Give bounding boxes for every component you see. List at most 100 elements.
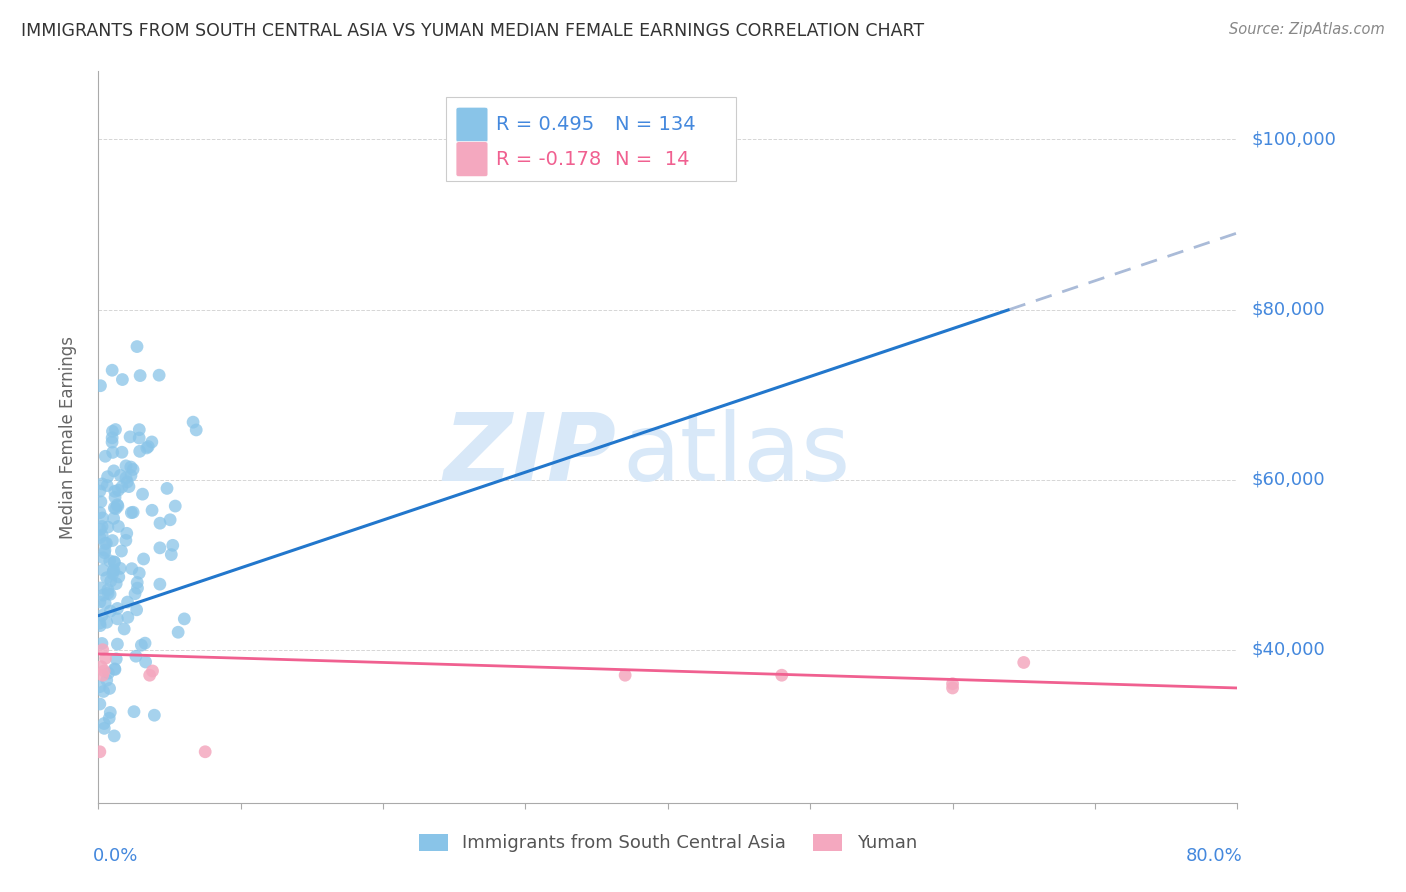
- Point: [186, 423, 208, 437]
- Point: [91, 588, 114, 602]
- Point: [120, 460, 142, 475]
- Point: [103, 555, 125, 569]
- Point: [89, 680, 111, 694]
- Point: [111, 372, 134, 386]
- Point: [104, 484, 127, 499]
- Point: [614, 668, 637, 682]
- Point: [107, 637, 129, 651]
- Point: [103, 563, 125, 577]
- Point: [110, 544, 132, 558]
- Point: [90, 636, 112, 650]
- Point: [134, 636, 156, 650]
- Point: [101, 566, 124, 581]
- Point: [107, 519, 129, 533]
- Point: [107, 499, 129, 513]
- Point: [115, 526, 138, 541]
- Point: [91, 528, 114, 542]
- Point: [181, 415, 204, 429]
- Point: [115, 475, 138, 489]
- Point: [89, 531, 111, 545]
- Point: [148, 368, 170, 383]
- Point: [125, 603, 148, 617]
- Point: [89, 697, 111, 711]
- Point: [91, 668, 114, 682]
- Point: [128, 423, 150, 437]
- Point: [93, 664, 115, 678]
- Text: IMMIGRANTS FROM SOUTH CENTRAL ASIA VS YUMAN MEDIAN FEMALE EARNINGS CORRELATION C: IMMIGRANTS FROM SOUTH CENTRAL ASIA VS YU…: [21, 22, 924, 40]
- Point: [94, 651, 117, 665]
- Point: [117, 595, 139, 609]
- Point: [94, 450, 117, 464]
- Point: [98, 554, 121, 568]
- Point: [135, 441, 157, 455]
- Point: [103, 464, 125, 478]
- Point: [120, 430, 142, 444]
- Point: [89, 484, 111, 499]
- Text: ZIP: ZIP: [444, 409, 617, 501]
- Point: [121, 562, 143, 576]
- Point: [101, 445, 124, 459]
- Point: [770, 668, 793, 682]
- Point: [98, 711, 121, 725]
- Point: [107, 570, 129, 584]
- Point: [138, 668, 160, 682]
- Point: [93, 546, 115, 560]
- Point: [103, 511, 125, 525]
- Point: [110, 468, 132, 483]
- Point: [91, 608, 114, 623]
- Point: [141, 503, 163, 517]
- Point: [91, 511, 114, 525]
- Point: [98, 681, 121, 696]
- Point: [115, 533, 138, 548]
- Point: [120, 468, 142, 483]
- Point: [104, 423, 127, 437]
- Point: [101, 533, 124, 548]
- Point: [93, 684, 115, 698]
- Point: [100, 574, 122, 588]
- Point: [131, 638, 153, 652]
- Text: R = 0.495: R = 0.495: [496, 115, 595, 135]
- Point: [96, 478, 118, 492]
- Point: [90, 659, 112, 673]
- Point: [127, 581, 149, 595]
- Text: $40,000: $40,000: [1251, 640, 1324, 658]
- Point: [89, 615, 111, 630]
- Point: [128, 444, 150, 458]
- Point: [89, 618, 111, 632]
- Point: [93, 716, 115, 731]
- Point: [125, 649, 148, 664]
- Point: [122, 705, 145, 719]
- Text: $80,000: $80,000: [1251, 301, 1324, 318]
- Point: [101, 363, 124, 377]
- Point: [129, 368, 152, 383]
- Point: [94, 596, 117, 610]
- Point: [156, 482, 179, 496]
- Point: [115, 471, 138, 485]
- Point: [120, 506, 142, 520]
- Text: 0.0%: 0.0%: [93, 847, 138, 864]
- Point: [194, 745, 217, 759]
- Point: [143, 708, 166, 723]
- Point: [97, 666, 120, 681]
- Point: [89, 506, 111, 520]
- Point: [104, 501, 127, 516]
- Point: [90, 495, 112, 509]
- Point: [97, 586, 120, 600]
- Point: [117, 610, 139, 624]
- Point: [135, 655, 157, 669]
- Text: R = -0.178: R = -0.178: [496, 150, 602, 169]
- Point: [122, 505, 145, 519]
- Point: [91, 563, 114, 577]
- Point: [103, 662, 125, 676]
- Point: [1012, 656, 1035, 670]
- Text: 80.0%: 80.0%: [1187, 847, 1243, 864]
- Point: [118, 480, 141, 494]
- Point: [89, 522, 111, 536]
- Point: [103, 500, 125, 515]
- Point: [122, 462, 145, 476]
- Point: [149, 577, 172, 591]
- Point: [93, 722, 115, 736]
- Point: [107, 601, 129, 615]
- Point: [96, 673, 118, 687]
- Point: [942, 677, 965, 691]
